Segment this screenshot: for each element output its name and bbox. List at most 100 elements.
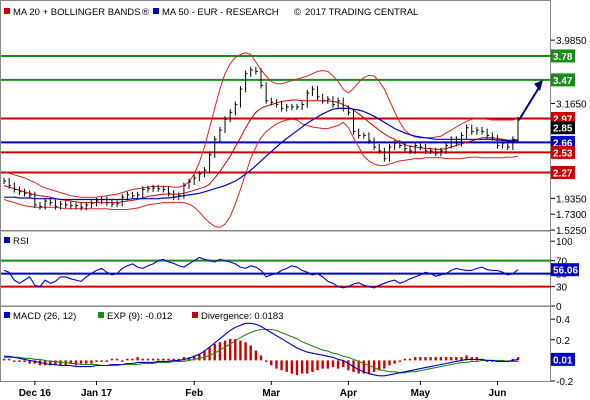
divergence-bar bbox=[162, 358, 165, 361]
divergence-bar bbox=[414, 357, 417, 361]
divergence-bar bbox=[23, 360, 26, 363]
level-label-3.78: 3.78 bbox=[553, 52, 573, 63]
copyright-label: 2017 TRADING CENTRAL bbox=[305, 7, 418, 18]
divergence-bar bbox=[239, 340, 242, 361]
macd-tick-label: -0.2 bbox=[556, 377, 574, 388]
divergence-bar bbox=[213, 343, 216, 361]
divergence-bar bbox=[336, 360, 340, 369]
divergence-bar bbox=[403, 358, 407, 361]
divergence-bar bbox=[177, 358, 180, 361]
macd-legend-label: MACD (26, 12) bbox=[13, 311, 76, 322]
divergence-bar bbox=[13, 360, 16, 362]
ma50-legend-swatch bbox=[153, 8, 159, 14]
divergence-bar bbox=[18, 360, 21, 363]
divergence-bar bbox=[300, 360, 304, 374]
macd-legend-swatch bbox=[4, 312, 10, 318]
rsi-panel-frame bbox=[0, 230, 551, 307]
divergence-bar bbox=[331, 360, 335, 367]
divergence-bar bbox=[74, 360, 78, 366]
divergence-bar bbox=[218, 342, 222, 361]
rsi-tick-label: 30 bbox=[556, 283, 568, 294]
divergence-bar bbox=[362, 360, 365, 374]
exp-legend-swatch bbox=[98, 312, 104, 318]
price-tick-label: 3.1650 bbox=[556, 99, 587, 110]
divergence-bar bbox=[49, 360, 52, 366]
divergence-bar bbox=[270, 360, 273, 366]
price-panel: 3.78 3.47 2.97 2.662.53 2.27 2.85 3.9850 3.1650… bbox=[1, 36, 587, 237]
divergence-bar bbox=[182, 357, 186, 361]
divergence-bar bbox=[28, 360, 31, 364]
level-label-3.47: 3.47 bbox=[553, 76, 573, 87]
divergence-bar bbox=[285, 360, 288, 372]
divergence-bar bbox=[378, 360, 381, 371]
divergence-bar bbox=[516, 357, 520, 361]
ma20-legend-label: MA 20 + BOLLINGER BANDS bbox=[13, 7, 141, 18]
exp-legend-label: EXP (9): -0.012 bbox=[107, 311, 172, 322]
rsi-tick-label: 0 bbox=[556, 302, 562, 313]
divergence-bar bbox=[367, 360, 371, 374]
price-tick-label: 1.7300 bbox=[556, 210, 587, 221]
price-tick-label: 3.9850 bbox=[556, 36, 587, 47]
divergence-bar bbox=[485, 360, 489, 362]
divergence-bar bbox=[306, 360, 309, 374]
macd-legend: MACD (26, 12) EXP (9): -0.012 Divergence… bbox=[4, 311, 283, 322]
ma20-legend-swatch bbox=[4, 8, 10, 14]
rsi-panel: 100705030056.06 bbox=[1, 237, 579, 313]
divergence-bar bbox=[249, 345, 252, 361]
macd-signal-line bbox=[4, 328, 518, 374]
x-tick-label: Jan 17 bbox=[81, 388, 113, 399]
divergence-bar bbox=[357, 360, 360, 374]
rsi-tick-label: 70 bbox=[556, 257, 568, 268]
divergence-bar bbox=[85, 360, 88, 364]
divergence-bar bbox=[69, 360, 73, 364]
divergence-bar bbox=[33, 360, 37, 364]
divergence-bar bbox=[131, 358, 134, 361]
divergence-bar bbox=[141, 358, 144, 361]
rsi-legend: RSI bbox=[4, 236, 29, 247]
ma20-line bbox=[3, 99, 519, 204]
divergence-bar bbox=[419, 357, 422, 361]
rsi-tick-label: 100 bbox=[556, 237, 573, 248]
divergence-bar bbox=[295, 360, 299, 376]
x-tick-label: May bbox=[411, 388, 431, 399]
divergence-bar bbox=[100, 360, 103, 362]
divergence-legend-swatch bbox=[192, 312, 198, 318]
rsi-line bbox=[3, 256, 519, 289]
divergence-bar bbox=[151, 358, 155, 361]
level-label-2.66: 2.66 bbox=[553, 138, 573, 149]
divergence-bar bbox=[311, 360, 314, 372]
x-tick-label: Dec 16 bbox=[19, 388, 52, 399]
macd-tick-label: 0.2 bbox=[556, 336, 570, 347]
divergence-bar bbox=[157, 358, 160, 361]
divergence-bar bbox=[393, 360, 396, 364]
divergence-bar bbox=[290, 360, 294, 374]
divergence-bar bbox=[192, 355, 196, 361]
macd-last-box bbox=[551, 352, 575, 366]
divergence-bar bbox=[280, 360, 283, 371]
divergence-bar bbox=[398, 360, 401, 362]
divergence-bar bbox=[228, 338, 232, 361]
divergence-bar bbox=[342, 360, 345, 367]
divergence-bar bbox=[223, 340, 227, 361]
divergence-bar bbox=[136, 357, 139, 361]
divergence-bar bbox=[105, 360, 108, 362]
x-tick-label: Apr bbox=[340, 388, 357, 399]
price-panel-frame bbox=[0, 0, 551, 231]
price-tick-label: 1.5250 bbox=[556, 226, 587, 237]
macd-last-label: 0.01 bbox=[553, 355, 573, 366]
divergence-bar bbox=[316, 360, 319, 371]
divergence-bar bbox=[115, 358, 119, 361]
x-tick-label: Feb bbox=[185, 388, 203, 399]
ma50-legend-label: MA 50 - EUR - RESEARCH bbox=[162, 7, 279, 18]
divergence-bar bbox=[434, 357, 437, 361]
trademark-mark-1: ® bbox=[142, 7, 149, 18]
divergence-bar bbox=[79, 360, 83, 364]
rsi-legend-swatch bbox=[4, 237, 10, 243]
divergence-bar bbox=[7, 358, 11, 361]
price-tick-label: 1.9350 bbox=[556, 194, 587, 205]
last-price-box bbox=[551, 121, 575, 135]
divergence-bar bbox=[95, 360, 98, 363]
divergence-bar bbox=[167, 358, 170, 361]
